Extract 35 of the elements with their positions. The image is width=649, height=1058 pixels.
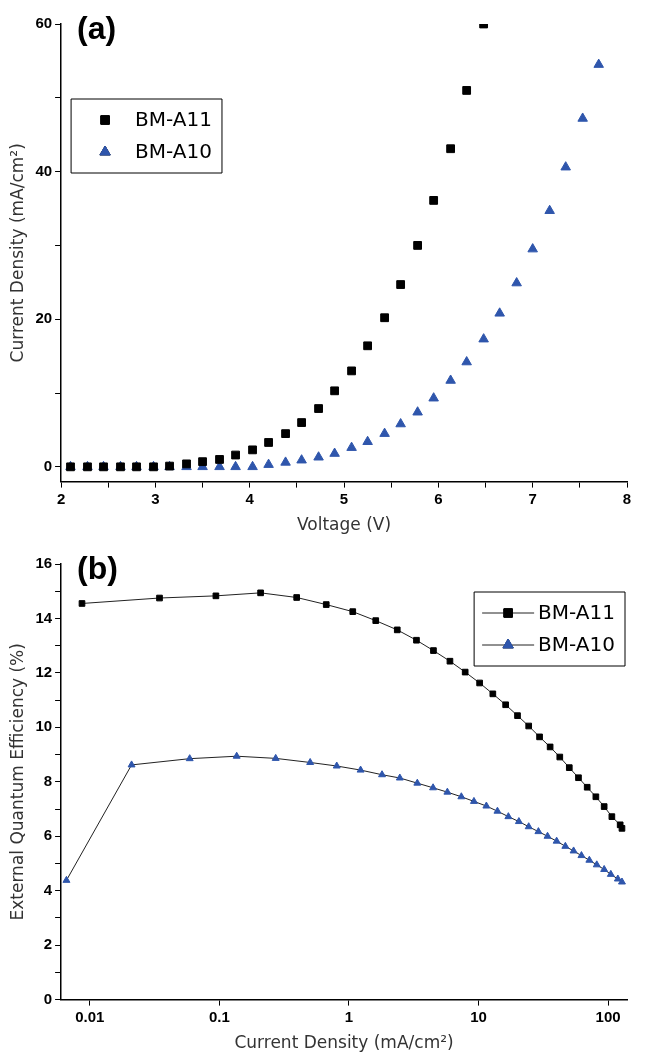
y-tick-label: 4 [43, 880, 53, 898]
legend-label: BM-A11 [538, 600, 616, 625]
x-tick-label: 100 [595, 1007, 621, 1025]
x-tick-label: 8 [622, 489, 632, 507]
y-tick-label: 60 [35, 14, 53, 32]
y-tick-label: 40 [35, 161, 53, 179]
annotation: (b) [77, 549, 118, 586]
y-axis-title: Current Density (mA/cm²) [6, 143, 27, 363]
y-tick-label: 12 [35, 663, 53, 681]
x-tick-label: 5 [339, 489, 349, 507]
x-tick-label: 10 [470, 1007, 487, 1025]
legend-label: BM-A11 [135, 107, 212, 132]
annotation: (a) [77, 9, 117, 46]
x-axis-title: Voltage (V) [297, 514, 392, 535]
x-tick-label: 0.01 [75, 1007, 105, 1025]
y-tick-label: 16 [35, 554, 53, 572]
x-tick-label: 7 [528, 489, 537, 507]
y-tick-label: 20 [35, 309, 53, 327]
y-tick-label: 6 [43, 826, 53, 844]
x-tick-label: 6 [434, 489, 443, 507]
y-tick-label: 2 [43, 935, 53, 953]
y-tick-label: 10 [35, 717, 53, 735]
y-tick-label: 0 [43, 456, 53, 474]
x-tick-label: 2 [56, 489, 66, 507]
y-tick-label: 8 [43, 771, 53, 789]
x-tick-label: 3 [151, 489, 160, 507]
legend-label: BM-A10 [538, 632, 616, 657]
y-tick-label: 14 [35, 608, 53, 626]
x-tick-label: 1 [344, 1007, 354, 1025]
x-axis-title: Current Density (mA/cm²) [234, 1032, 454, 1053]
x-tick-label: 4 [245, 489, 255, 507]
x-tick-label: 0.1 [208, 1007, 230, 1025]
legend-label: BM-A10 [135, 139, 212, 164]
y-axis-title: External Quantum Efficiency (%) [6, 643, 27, 921]
y-tick-label: 0 [43, 989, 53, 1007]
